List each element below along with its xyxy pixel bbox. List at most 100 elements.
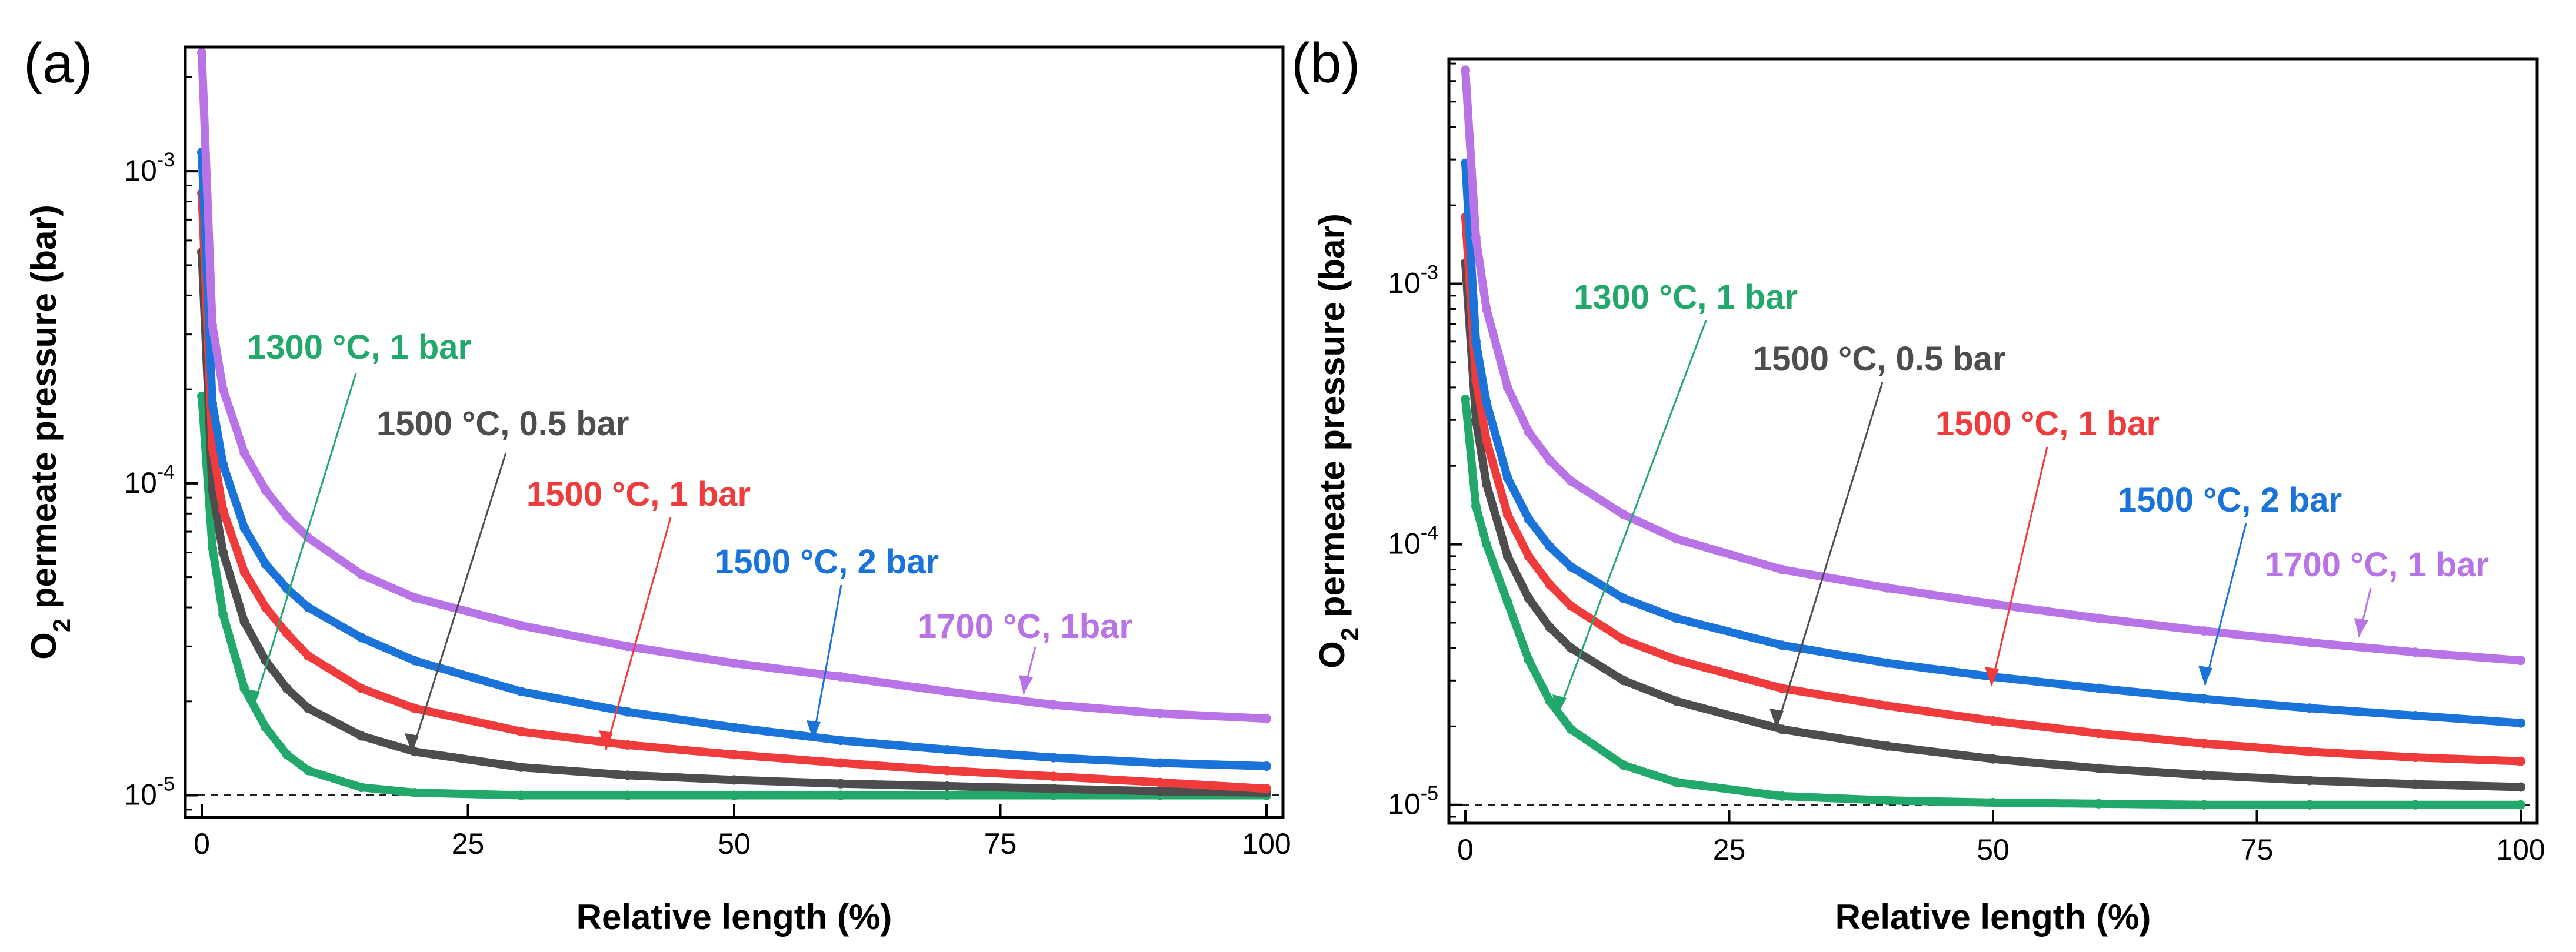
panel-b-label-1500c-1bar: 1500 °C, 1 bar: [1935, 405, 2160, 443]
panel-a-x-tick-label: 100: [1242, 827, 1291, 860]
panel-b-point-1500-c-2-bar: [1502, 473, 1512, 483]
panel-b-point-1700-c-1-bar: [2516, 656, 2525, 666]
panel-b-ylabel-o: O: [1312, 641, 1352, 669]
panel-a-point-1500-c-2-bar: [410, 656, 419, 666]
panel-a-point-1500-c-2-bar: [729, 723, 739, 733]
panel-b-point-1500-c-2-bar: [2305, 703, 2315, 713]
panel-b-point-1500-c-1-bar: [1545, 580, 1555, 590]
panel-a-point-1500-c-2-bar: [261, 559, 271, 569]
panel-a-ylabel-sub: 2: [48, 619, 75, 632]
panel-b-point-1700-c-1-bar: [2094, 613, 2104, 623]
panel-b-point-1500-c-1-bar: [1988, 716, 1998, 726]
panel-b-y-tick-label: 10-3: [1388, 262, 1438, 300]
panel-a-point-1500-c-0-5-bar: [836, 779, 845, 789]
panel-b-point-1500-c-0-5-bar: [2199, 770, 2209, 780]
panel-a-point-1500-c-0-5-bar: [239, 617, 249, 627]
panel-a-point-1700-c-1bar: [516, 620, 526, 630]
panel-a-point-1500-c-1-bar: [208, 443, 218, 453]
panel-b-label: (b): [1291, 32, 1360, 95]
panel-a-y-tick-label: 10-5: [124, 773, 175, 811]
panel-b-point-1500-c-0-5-bar: [1988, 754, 1998, 764]
panel-a-point-1700-c-1bar: [836, 672, 845, 682]
panel-b-point-1700-c-1-bar: [2305, 637, 2315, 647]
panel-b-point-1500-c-2-bar: [1619, 593, 1629, 603]
panel-b-label-1300c-1bar: 1300 °C, 1 bar: [1574, 278, 1798, 316]
panel-a-ylabel-o: O: [24, 632, 64, 660]
panel-b-point-1500-c-2-bar: [2199, 694, 2209, 704]
panel-b-point-1700-c-1-bar: [1671, 534, 1681, 544]
panel-b-y-axis: 10-5 10-4 10-3: [1388, 62, 1462, 821]
panel-a-point-1700-c-1bar: [942, 687, 952, 697]
panel-b-series-1300-c-1-bar: [1461, 395, 2525, 809]
panel-b-point-1300-c-1-bar: [1461, 395, 1470, 405]
panel-b-point-1500-c-1-bar: [2199, 739, 2209, 749]
panel-b-point-1700-c-1-bar: [1988, 599, 1998, 609]
panel-a-point-1500-c-2-bar: [942, 744, 952, 754]
panel-a-arrowhead-1500c-1bar: [599, 730, 613, 750]
panel-a-point-1500-c-2-bar: [1155, 758, 1165, 768]
panel-a-point-1500-c-1-bar: [1155, 777, 1165, 787]
panel-a-label-1300c-1bar: 1300 °C, 1 bar: [247, 328, 471, 366]
panel-b-point-1500-c-1-bar: [2094, 729, 2104, 739]
panel-a-point-1500-c-1-bar: [729, 750, 739, 760]
panel-b-point-1500-c-1-bar: [1882, 701, 1892, 711]
panel-a-x-tick-label: 0: [194, 827, 210, 860]
panel-a-label: (a): [24, 32, 92, 95]
panel-b-arrowhead-1700c-1bar: [2354, 618, 2368, 637]
panel-a-point-1500-c-0-5-bar: [218, 547, 228, 557]
panel-a-point-1500-c-2-bar: [304, 603, 313, 613]
panel-b-point-1500-c-2-bar: [1777, 640, 1787, 650]
panel-a-x-tick-label: 50: [718, 827, 751, 860]
panel-a-point-1700-c-1bar: [282, 512, 292, 522]
panel-a-arrow-1500c-05bar: [411, 452, 507, 753]
panel-b-point-1300-c-1-bar: [2516, 800, 2525, 810]
panel-a-arrow-1500c-1bar: [605, 517, 672, 750]
panel-b-arrow-1500c-2bar: [2204, 523, 2247, 686]
panel-b-point-1500-c-0-5-bar: [2516, 782, 2525, 792]
panel-b-point-1700-c-1-bar: [1502, 382, 1512, 392]
panel-a-point-1700-c-1bar: [197, 48, 206, 58]
panel-a-label-1500c-1bar: 1500 °C, 1 bar: [526, 475, 751, 513]
panel-b-point-1500-c-2-bar: [1566, 562, 1576, 572]
panel-b-point-1300-c-1-bar: [1481, 539, 1491, 549]
panel-b-point-1300-c-1-bar: [1777, 791, 1787, 801]
panel-b-chart: (b) 0 25 50 75 100 10-5 10-4 10-3 Relative len…: [1291, 32, 2545, 937]
panel-a-point-1500-c-2-bar: [218, 459, 228, 469]
panel-b-point-1500-c-2-bar: [2410, 710, 2420, 720]
panel-a-point-1500-c-1-bar: [282, 629, 292, 639]
panel-a-series-1500-c-1-bar: [198, 189, 1271, 793]
panel-b-series-group: [1461, 65, 2525, 810]
panel-a-point-1500-c-0-5-bar: [1049, 784, 1058, 794]
panel-b-point-1700-c-1-bar: [1545, 455, 1555, 465]
panel-b-point-1300-c-1-bar: [1671, 777, 1681, 787]
panel-a-point-1700-c-1bar: [208, 320, 218, 330]
panel-b-x-axis: 0 25 50 75 100: [1457, 810, 2545, 866]
panel-a-arrowhead-1500c-2bar: [807, 720, 821, 740]
panel-a-x-axis: 0 25 50 75 100: [194, 804, 1291, 860]
panel-b-x-tick-label: 75: [2241, 833, 2274, 866]
panel-b-point-1500-c-1-bar: [1502, 510, 1512, 520]
panel-a-x-tick-label: 25: [452, 827, 485, 860]
panel-a-point-1500-c-2-bar: [1049, 753, 1058, 763]
panel-b-point-1300-c-1-bar: [2199, 800, 2209, 810]
panel-a-point-1300-c-1-bar: [1049, 790, 1058, 800]
panel-a-y-tick-label: 10-4: [124, 461, 175, 499]
panel-b-arrow-1500c-05bar: [1775, 382, 1884, 729]
panel-a-label-1500c-05bar: 1500 °C, 0.5 bar: [376, 405, 629, 443]
panel-b-point-1700-c-1-bar: [1524, 427, 1534, 437]
panel-a-x-tick-label: 75: [984, 827, 1017, 860]
panel-a-point-1300-c-1-bar: [516, 790, 526, 800]
panel-b-x-tick-label: 0: [1457, 833, 1474, 866]
panel-a-arrowhead-1300c-1bar: [246, 689, 260, 709]
panel-a-point-1500-c-1-bar: [942, 766, 952, 776]
panel-b-point-1500-c-2-bar: [1545, 542, 1555, 552]
panel-b-point-1500-c-0-5-bar: [1777, 724, 1787, 734]
panel-b-point-1500-c-1-bar: [1777, 683, 1787, 693]
panel-b-point-1500-c-2-bar: [1471, 336, 1481, 346]
panel-a-point-1500-c-0-5-bar: [356, 731, 366, 741]
panel-a-point-1500-c-0-5-bar: [729, 775, 739, 785]
panel-b-point-1500-c-0-5-bar: [1619, 676, 1629, 686]
panel-b-point-1500-c-1-bar: [1671, 655, 1681, 665]
panel-a-point-1300-c-1-bar: [729, 790, 739, 800]
panel-a-point-1500-c-0-5-bar: [942, 781, 952, 791]
